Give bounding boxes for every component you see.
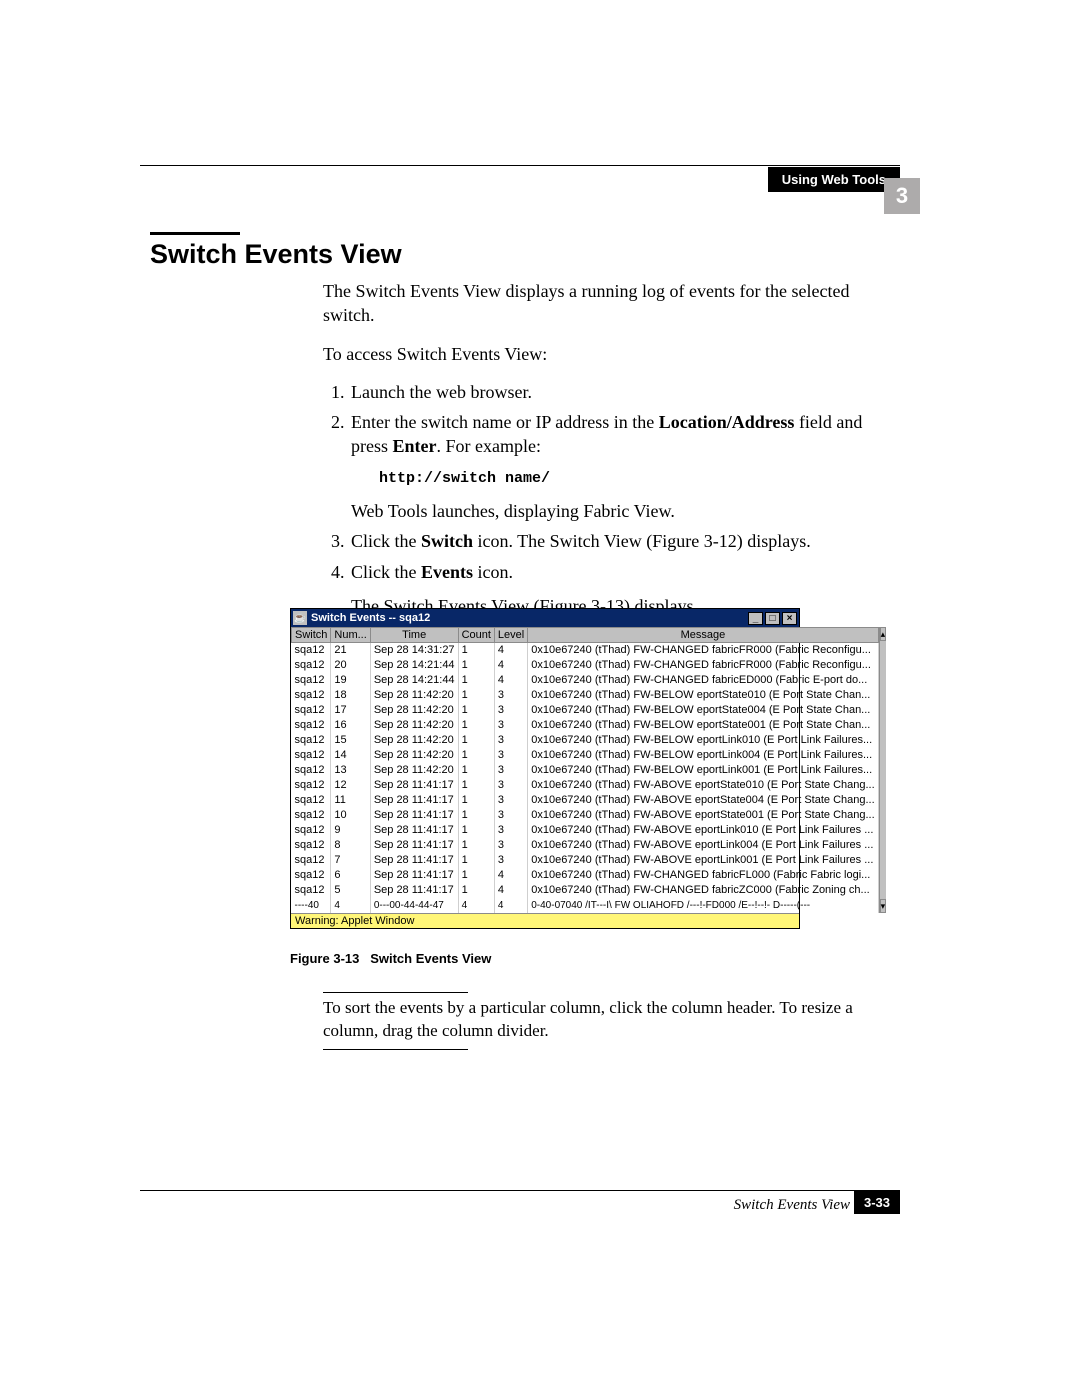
step-3: Click the Switch icon. The Switch View (… [349,529,865,553]
access-lead: To access Switch Events View: [323,342,865,366]
chapter-number: 3 [884,178,920,214]
table-row[interactable]: sqa1215Sep 28 11:42:20130x10e67240 (tTha… [292,733,879,748]
col-num[interactable]: Num... [331,628,370,643]
table-row[interactable]: sqa1219Sep 28 14:21:44140x10e67240 (tTha… [292,673,879,688]
note-rule-bottom [323,1049,468,1050]
col-level[interactable]: Level [494,628,527,643]
applet-window: ☕ Switch Events -- sqa12 _ □ × Switch Nu… [290,608,800,929]
table-row[interactable]: sqa1221Sep 28 14:31:27140x10e67240 (tTha… [292,643,879,659]
footer-rule [140,1190,900,1191]
note-block: To sort the events by a particular colum… [323,992,865,1054]
code-block: http://switch name/ [379,469,865,489]
applet-warning: Warning: Applet Window [291,913,799,928]
col-time[interactable]: Time [370,628,458,643]
scroll-down-icon[interactable]: ▾ [880,899,887,913]
header-label: Using Web Tools [768,167,900,192]
footer-title: Switch Events View [734,1197,850,1214]
window-title: Switch Events -- sqa12 [311,612,430,624]
java-icon: ☕ [293,611,307,625]
minimize-button[interactable]: _ [748,612,763,625]
after-code: Web Tools launches, displaying Fabric Vi… [351,501,675,521]
step-1: Launch the web browser. [349,380,865,404]
note-text: To sort the events by a particular colum… [323,997,865,1043]
body-text: The Switch Events View displays a runnin… [323,279,865,632]
scrollbar[interactable]: ▴ ▾ [879,627,887,913]
figure-container: ☕ Switch Events -- sqa12 _ □ × Switch Nu… [290,608,800,966]
table-row[interactable]: sqa125Sep 28 11:41:17140x10e67240 (tThad… [292,883,879,898]
table-row[interactable]: sqa127Sep 28 11:41:17130x10e67240 (tThad… [292,853,879,868]
table-row[interactable]: sqa1216Sep 28 11:42:20130x10e67240 (tTha… [292,718,879,733]
col-count[interactable]: Count [458,628,494,643]
col-message[interactable]: Message [528,628,878,643]
table-row: ----4040---00-44-44-47440-40-07040 /IT--… [292,898,879,913]
table-row[interactable]: sqa128Sep 28 11:41:17130x10e67240 (tThad… [292,838,879,853]
table-row[interactable]: sqa1211Sep 28 11:41:17130x10e67240 (tTha… [292,793,879,808]
footer-page: 3-33 [854,1191,900,1214]
table-row[interactable]: sqa1213Sep 28 11:42:20130x10e67240 (tTha… [292,763,879,778]
figure-caption: Figure 3-13 Switch Events View [290,951,800,966]
table-row[interactable]: sqa1212Sep 28 11:41:17130x10e67240 (tTha… [292,778,879,793]
table-header-row[interactable]: Switch Num... Time Count Level Message [292,628,879,643]
note-rule-top [323,992,468,993]
table-row[interactable]: sqa129Sep 28 11:41:17130x10e67240 (tThad… [292,823,879,838]
table-row[interactable]: sqa1218Sep 28 11:42:20130x10e67240 (tTha… [292,688,879,703]
step-2: Enter the switch name or IP address in t… [349,410,865,523]
window-titlebar[interactable]: ☕ Switch Events -- sqa12 _ □ × [291,609,799,627]
events-table: Switch Num... Time Count Level Message s… [291,627,879,913]
table-row[interactable]: sqa1217Sep 28 11:42:20130x10e67240 (tTha… [292,703,879,718]
section-rule [150,232,240,235]
section-title: Switch Events View [150,239,402,270]
table-row[interactable]: sqa1210Sep 28 11:41:17130x10e67240 (tTha… [292,808,879,823]
close-button[interactable]: × [782,612,797,625]
col-switch[interactable]: Switch [292,628,331,643]
table-row[interactable]: sqa1220Sep 28 14:21:44140x10e67240 (tTha… [292,658,879,673]
table-row[interactable]: sqa1214Sep 28 11:42:20130x10e67240 (tTha… [292,748,879,763]
table-row[interactable]: sqa126Sep 28 11:41:17140x10e67240 (tThad… [292,868,879,883]
top-rule [140,165,900,166]
scroll-up-icon[interactable]: ▴ [880,627,887,641]
maximize-button[interactable]: □ [765,612,780,625]
intro-paragraph: The Switch Events View displays a runnin… [323,279,865,328]
